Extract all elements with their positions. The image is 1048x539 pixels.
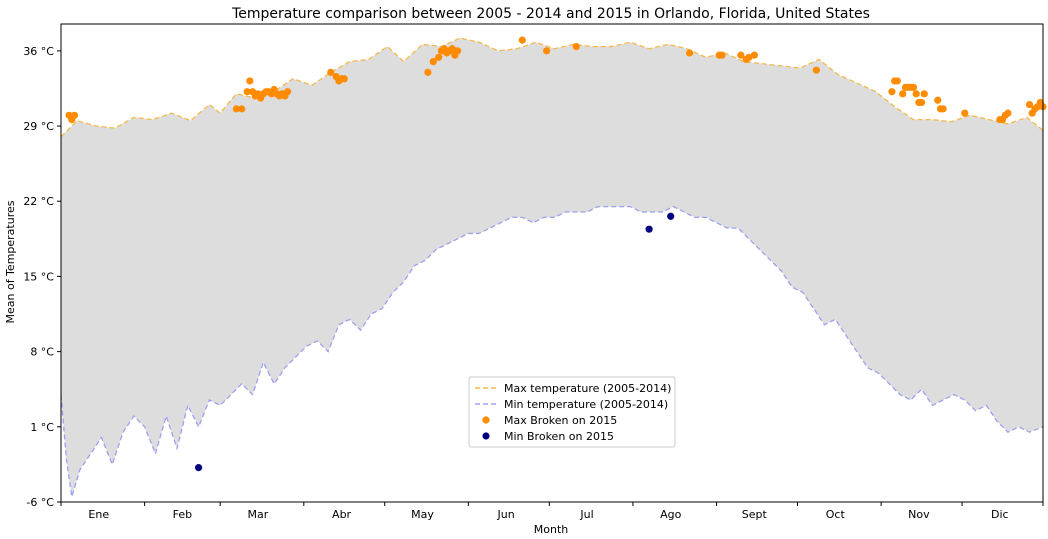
y-axis-label: Mean of Temperatures: [4, 200, 17, 323]
max-broken-point: [340, 75, 348, 83]
max-broken-point: [939, 105, 947, 113]
x-tick-label: Dic: [991, 508, 1009, 521]
max-broken-point: [888, 88, 896, 96]
max-broken-point: [899, 90, 907, 98]
x-tick-label: Mar: [248, 508, 269, 521]
x-tick-label: Jun: [497, 508, 515, 521]
max-broken-point: [745, 53, 753, 61]
plot-area: -6 °C 1 °C 8 °C 15 °C 22 °C 29 °C 36 °C Ene Feb M…: [23, 23, 1047, 521]
max-broken-point: [70, 111, 79, 119]
x-tick-label: Ene: [88, 508, 109, 521]
max-broken-point: [435, 53, 443, 61]
x-tick-label: Sept: [742, 508, 768, 521]
max-broken-point: [243, 88, 251, 96]
max-broken-point: [246, 77, 254, 85]
max-temperature-line: [60, 37, 1044, 138]
y-tick-label: 29 °C: [23, 120, 54, 133]
legend-dot-swatch: [482, 416, 490, 424]
max-broken-point: [750, 51, 758, 59]
max-broken-point: [424, 68, 432, 76]
max-broken-point: [961, 109, 969, 117]
max-broken-point: [327, 68, 335, 76]
max-broken-point: [1025, 100, 1034, 109]
min-broken-point: [645, 225, 653, 233]
min-broken-point: [194, 464, 203, 472]
legend-label: Max Broken on 2015: [504, 414, 617, 427]
x-tick-label: Ago: [660, 508, 682, 521]
x-tick-label: Oct: [826, 508, 846, 521]
temperature-range-band: [61, 37, 1043, 497]
x-tick-label: Nov: [908, 508, 930, 521]
chart-title: Temperature comparison between 2005 - 20…: [231, 6, 870, 22]
y-tick-label: 8 °C: [30, 346, 54, 359]
min-broken-point: [667, 212, 675, 220]
max-broken-point: [812, 66, 820, 74]
max-broken-point: [912, 90, 920, 98]
y-tick-label: 22 °C: [23, 195, 54, 208]
x-tick-label: Jul: [579, 508, 593, 521]
x-tick-label: May: [411, 508, 434, 521]
legend-label: Max temperature (2005-2014): [504, 382, 671, 395]
max-broken-point: [917, 98, 926, 107]
max-broken-point: [893, 77, 901, 85]
plot-frame: [60, 23, 1044, 503]
legend-dot-swatch: [482, 432, 490, 440]
max-broken-point: [685, 49, 694, 57]
max-broken-point: [737, 51, 745, 59]
max-broken-point: [718, 51, 726, 59]
y-tick-label: 15 °C: [23, 270, 54, 283]
legend-label: Min temperature (2005-2014): [504, 398, 668, 411]
max-broken-point: [453, 47, 462, 55]
max-broken-point: [543, 47, 551, 55]
y-tick-label: 36 °C: [23, 45, 54, 58]
max-broken-point: [232, 105, 240, 113]
max-broken-point: [920, 90, 928, 98]
x-tick-label: Feb: [173, 508, 192, 521]
min-temperature-line: [60, 205, 1044, 497]
max-broken-point: [909, 83, 918, 91]
max-broken-point: [238, 105, 246, 113]
max-broken-point: [429, 57, 437, 66]
max-broken-point: [1004, 109, 1012, 117]
x-tick-label: Abr: [332, 508, 352, 521]
y-tick-label: 1 °C: [30, 421, 54, 434]
max-broken-point: [448, 45, 456, 53]
max-broken-point: [934, 96, 942, 104]
legend-box: [468, 376, 676, 448]
legend-label: Min Broken on 2015: [504, 430, 614, 443]
max-broken-point: [284, 88, 292, 96]
max-broken-point: [572, 42, 580, 51]
max-broken-point: [518, 36, 526, 44]
y-tick-label: -6 °C: [26, 496, 54, 509]
x-axis-label: Month: [534, 523, 569, 536]
